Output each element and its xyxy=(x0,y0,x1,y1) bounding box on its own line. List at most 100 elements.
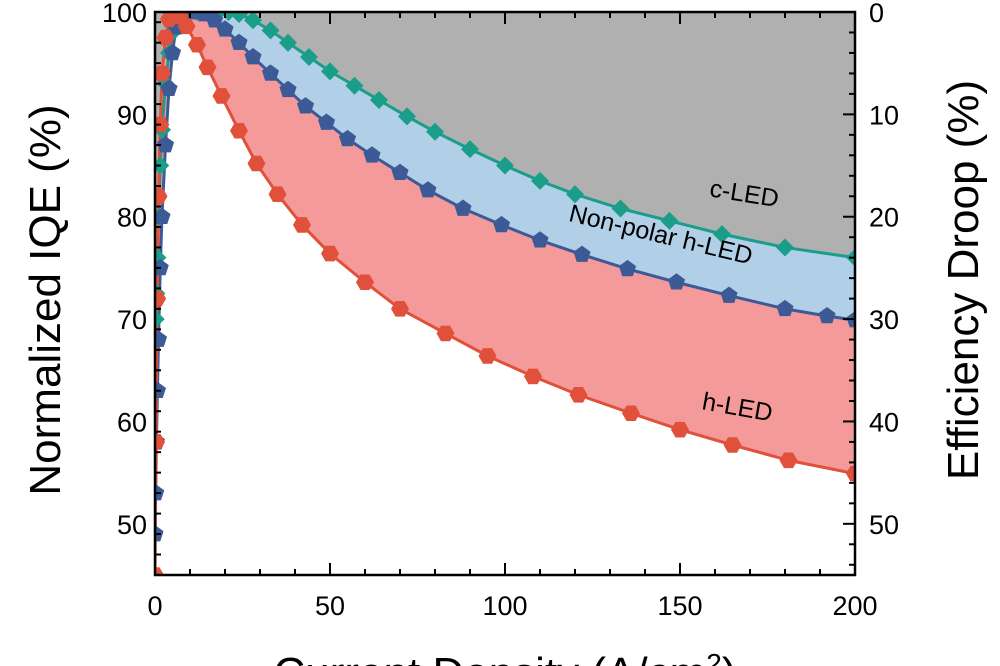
non-polar-h-led-point xyxy=(720,286,738,303)
h-led-point xyxy=(321,245,339,262)
c-led-point xyxy=(279,33,297,52)
y-axis-title: Normalized IQE (%) xyxy=(21,104,70,495)
c-led-point xyxy=(155,156,170,175)
non-polar-h-led-point xyxy=(363,146,381,163)
h-led-point xyxy=(671,421,689,438)
red-region xyxy=(155,12,855,575)
non-polar-h-led-point xyxy=(216,20,234,37)
x-axis-title: Current Density (A/cm2) xyxy=(274,648,737,666)
h-led-point xyxy=(155,567,164,575)
c-led-point xyxy=(660,211,679,230)
non-polar-h-led-point xyxy=(818,307,836,324)
h-led-point xyxy=(524,368,542,385)
axis-ticks xyxy=(154,11,856,576)
c-led-point xyxy=(230,12,248,24)
c-led-point xyxy=(155,310,165,329)
x-tick-label: 150 xyxy=(657,591,702,621)
c-led-point xyxy=(461,140,479,159)
x-tick-label: 100 xyxy=(482,591,527,621)
c-led-point xyxy=(300,48,318,67)
non-polar-h-led-point xyxy=(155,258,169,276)
y2-tick-label: 20 xyxy=(869,203,899,233)
x-axis-title-main: Current Density (A/cm xyxy=(274,649,707,666)
c-led-point xyxy=(345,76,364,95)
y2-tick-label: 30 xyxy=(869,305,899,335)
axis-tick-labels: 0 50 100 150 200 50 60 70 80 90 100 0 10 20 30 40 50 xyxy=(102,0,899,621)
c-led-point xyxy=(261,21,280,40)
h-led-point xyxy=(436,325,455,342)
non-polar-h-led-point xyxy=(155,330,168,347)
h-led-point xyxy=(230,122,248,139)
h-led-point xyxy=(356,274,374,291)
y2-tick-label: 50 xyxy=(869,510,899,540)
non-polar-h-led-point xyxy=(296,97,315,114)
non-polar-h-led-point xyxy=(618,259,637,277)
non-polar-h-led-point xyxy=(205,12,224,28)
non-polar-h-led-point xyxy=(244,48,262,65)
y2-tick-label: 0 xyxy=(869,0,884,28)
series-markers xyxy=(155,12,855,575)
h-led-point xyxy=(155,290,167,307)
y2-tick-label: 10 xyxy=(869,100,899,130)
h-led-point xyxy=(268,186,287,202)
non-polar-h-led-point xyxy=(492,215,511,233)
x-tick-label: 200 xyxy=(832,591,877,621)
h-led-point xyxy=(293,217,311,233)
h-led-point xyxy=(155,65,171,82)
y-tick-label: 100 xyxy=(102,0,147,28)
y2-tick-label: 40 xyxy=(869,407,899,437)
h-led-point xyxy=(622,405,640,422)
non-polar-h-led-point xyxy=(667,273,686,290)
c-led-point xyxy=(611,199,630,218)
h-led-point xyxy=(569,387,588,403)
h-led-point xyxy=(247,155,266,172)
non-polar-h-led-point xyxy=(261,64,280,81)
h-led-point xyxy=(846,465,855,482)
h-led-point xyxy=(198,59,217,76)
non-polar-h-led-point xyxy=(317,113,336,130)
non-polar-h-led-point xyxy=(573,245,591,262)
y-tick-label: 90 xyxy=(117,100,147,130)
c-led-point xyxy=(370,91,388,110)
y-tick-label: 70 xyxy=(117,305,147,335)
blue-region xyxy=(155,12,855,535)
y2-axis-title: Efficiency Droop (%) xyxy=(939,80,988,480)
c-led-point xyxy=(566,185,584,204)
x-tick-label: 50 xyxy=(315,591,345,621)
non-polar-h-led-point xyxy=(279,80,297,98)
non-polar-h-led-point xyxy=(454,199,472,216)
h-led-point xyxy=(188,36,206,53)
non-polar-h-led-point xyxy=(156,136,175,153)
c-led-point xyxy=(531,171,549,190)
non-polar-h-led-point xyxy=(391,163,409,180)
c-led-point xyxy=(426,122,444,141)
non-polar-h-led-point xyxy=(531,231,549,248)
non-polar-h-led-point xyxy=(163,43,182,61)
h-led-point xyxy=(478,348,497,364)
shaded-regions xyxy=(155,12,855,575)
gray-region xyxy=(155,12,855,340)
c-led-point xyxy=(398,107,416,126)
non-polar-h-led-point xyxy=(160,79,178,97)
h-led-point xyxy=(156,29,175,46)
h-led-point xyxy=(723,437,742,453)
h-led-point xyxy=(155,188,168,205)
h-led-point xyxy=(391,301,409,317)
x-axis-title-sup: 2 xyxy=(706,648,722,666)
x-tick-label: 0 xyxy=(147,591,162,621)
h-led-point xyxy=(177,18,196,35)
h-led-point xyxy=(155,434,166,450)
h-led-point xyxy=(155,116,170,133)
c-led-point xyxy=(713,225,731,244)
non-polar-h-led-point xyxy=(776,299,794,317)
h-led-point xyxy=(779,452,798,469)
non-polar-h-led-point xyxy=(338,129,357,147)
y-tick-label: 80 xyxy=(117,203,147,233)
non-polar-h-led-point xyxy=(230,33,248,50)
c-led-point xyxy=(496,156,514,175)
c-led-point xyxy=(776,238,794,257)
c-led-point xyxy=(321,62,339,81)
h-led-point xyxy=(212,88,231,104)
y-tick-label: 50 xyxy=(117,510,147,540)
y-tick-label: 60 xyxy=(117,407,147,437)
